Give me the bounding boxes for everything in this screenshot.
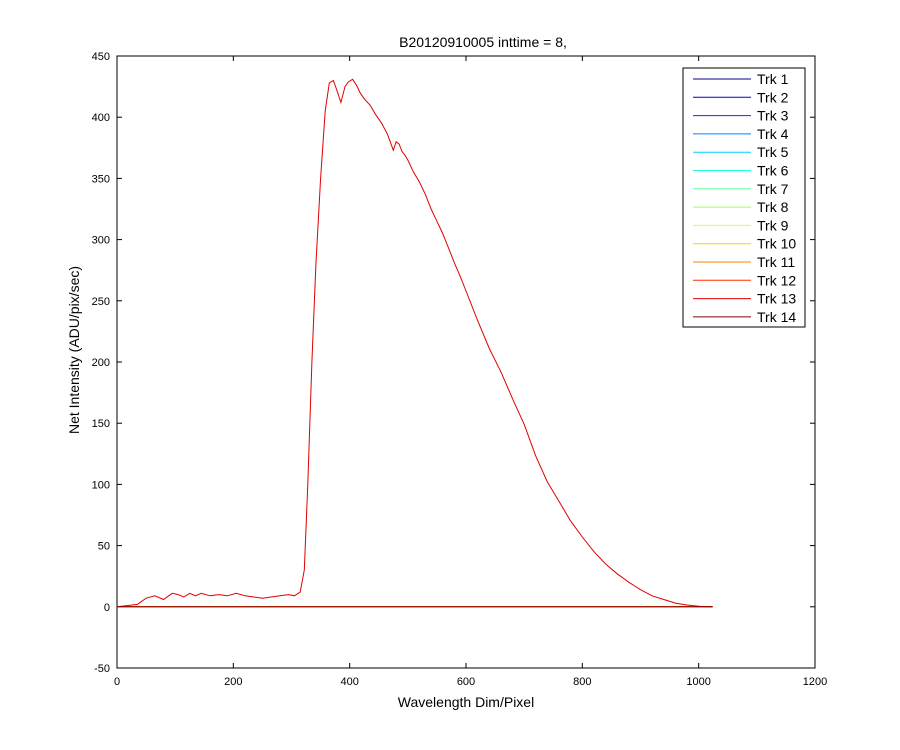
y-tick-label: 250 [92,296,110,308]
y-tick-label: 150 [92,418,110,430]
legend-label: Trk 6 [757,163,789,179]
y-tick-label: 100 [92,479,110,491]
x-tick-label: 1200 [803,676,827,688]
chart-title: B20120910005 inttime = 8, [399,34,567,50]
legend-label: Trk 3 [757,108,789,124]
legend-label: Trk 5 [757,144,789,160]
legend-label: Trk 1 [757,71,789,87]
legend-box [682,67,806,328]
y-tick-label: 400 [92,112,110,124]
y-tick-label: 350 [92,173,110,185]
legend: Trk 1 Trk 2 Trk 3 Trk 4 Trk 5 Trk 6 Trk 7 Trk 8… [682,67,806,328]
legend-label: Trk 13 [757,291,796,307]
legend-label: Trk 10 [757,236,796,252]
axis-ticks: 0 200 400 600 800 1000 1200 -50 0 50 100 150 200 250 3… [92,51,828,688]
x-tick-label: 200 [224,676,242,688]
legend-label: Trk 7 [757,181,789,197]
y-tick-label: 200 [92,357,110,369]
y-tick-label: 50 [98,541,110,553]
y-tick-label: 450 [92,51,110,63]
x-tick-label: 1000 [686,676,710,688]
x-tick-label: 400 [340,676,358,688]
x-tick-label: 0 [114,676,120,688]
legend-label: Trk 9 [757,217,789,233]
legend-label: Trk 4 [757,126,789,142]
legend-label: Trk 11 [757,254,795,270]
legend-label: Trk 8 [757,199,789,215]
x-axis-title: Wavelength Dim/Pixel [398,694,534,710]
legend-label: Trk 12 [757,272,796,288]
series-lines [116,78,713,608]
y-tick-label: 300 [92,235,110,247]
y-tick-label: -50 [94,663,110,675]
x-tick-label: 800 [573,676,591,688]
y-tick-label: 0 [104,602,110,614]
series-line-trk-13 [116,78,713,608]
y-axis-title: Net Intensity (ADU/pix/sec) [66,266,82,434]
x-tick-label: 600 [457,676,475,688]
legend-label: Trk 14 [757,309,796,325]
legend-label: Trk 2 [757,89,789,105]
